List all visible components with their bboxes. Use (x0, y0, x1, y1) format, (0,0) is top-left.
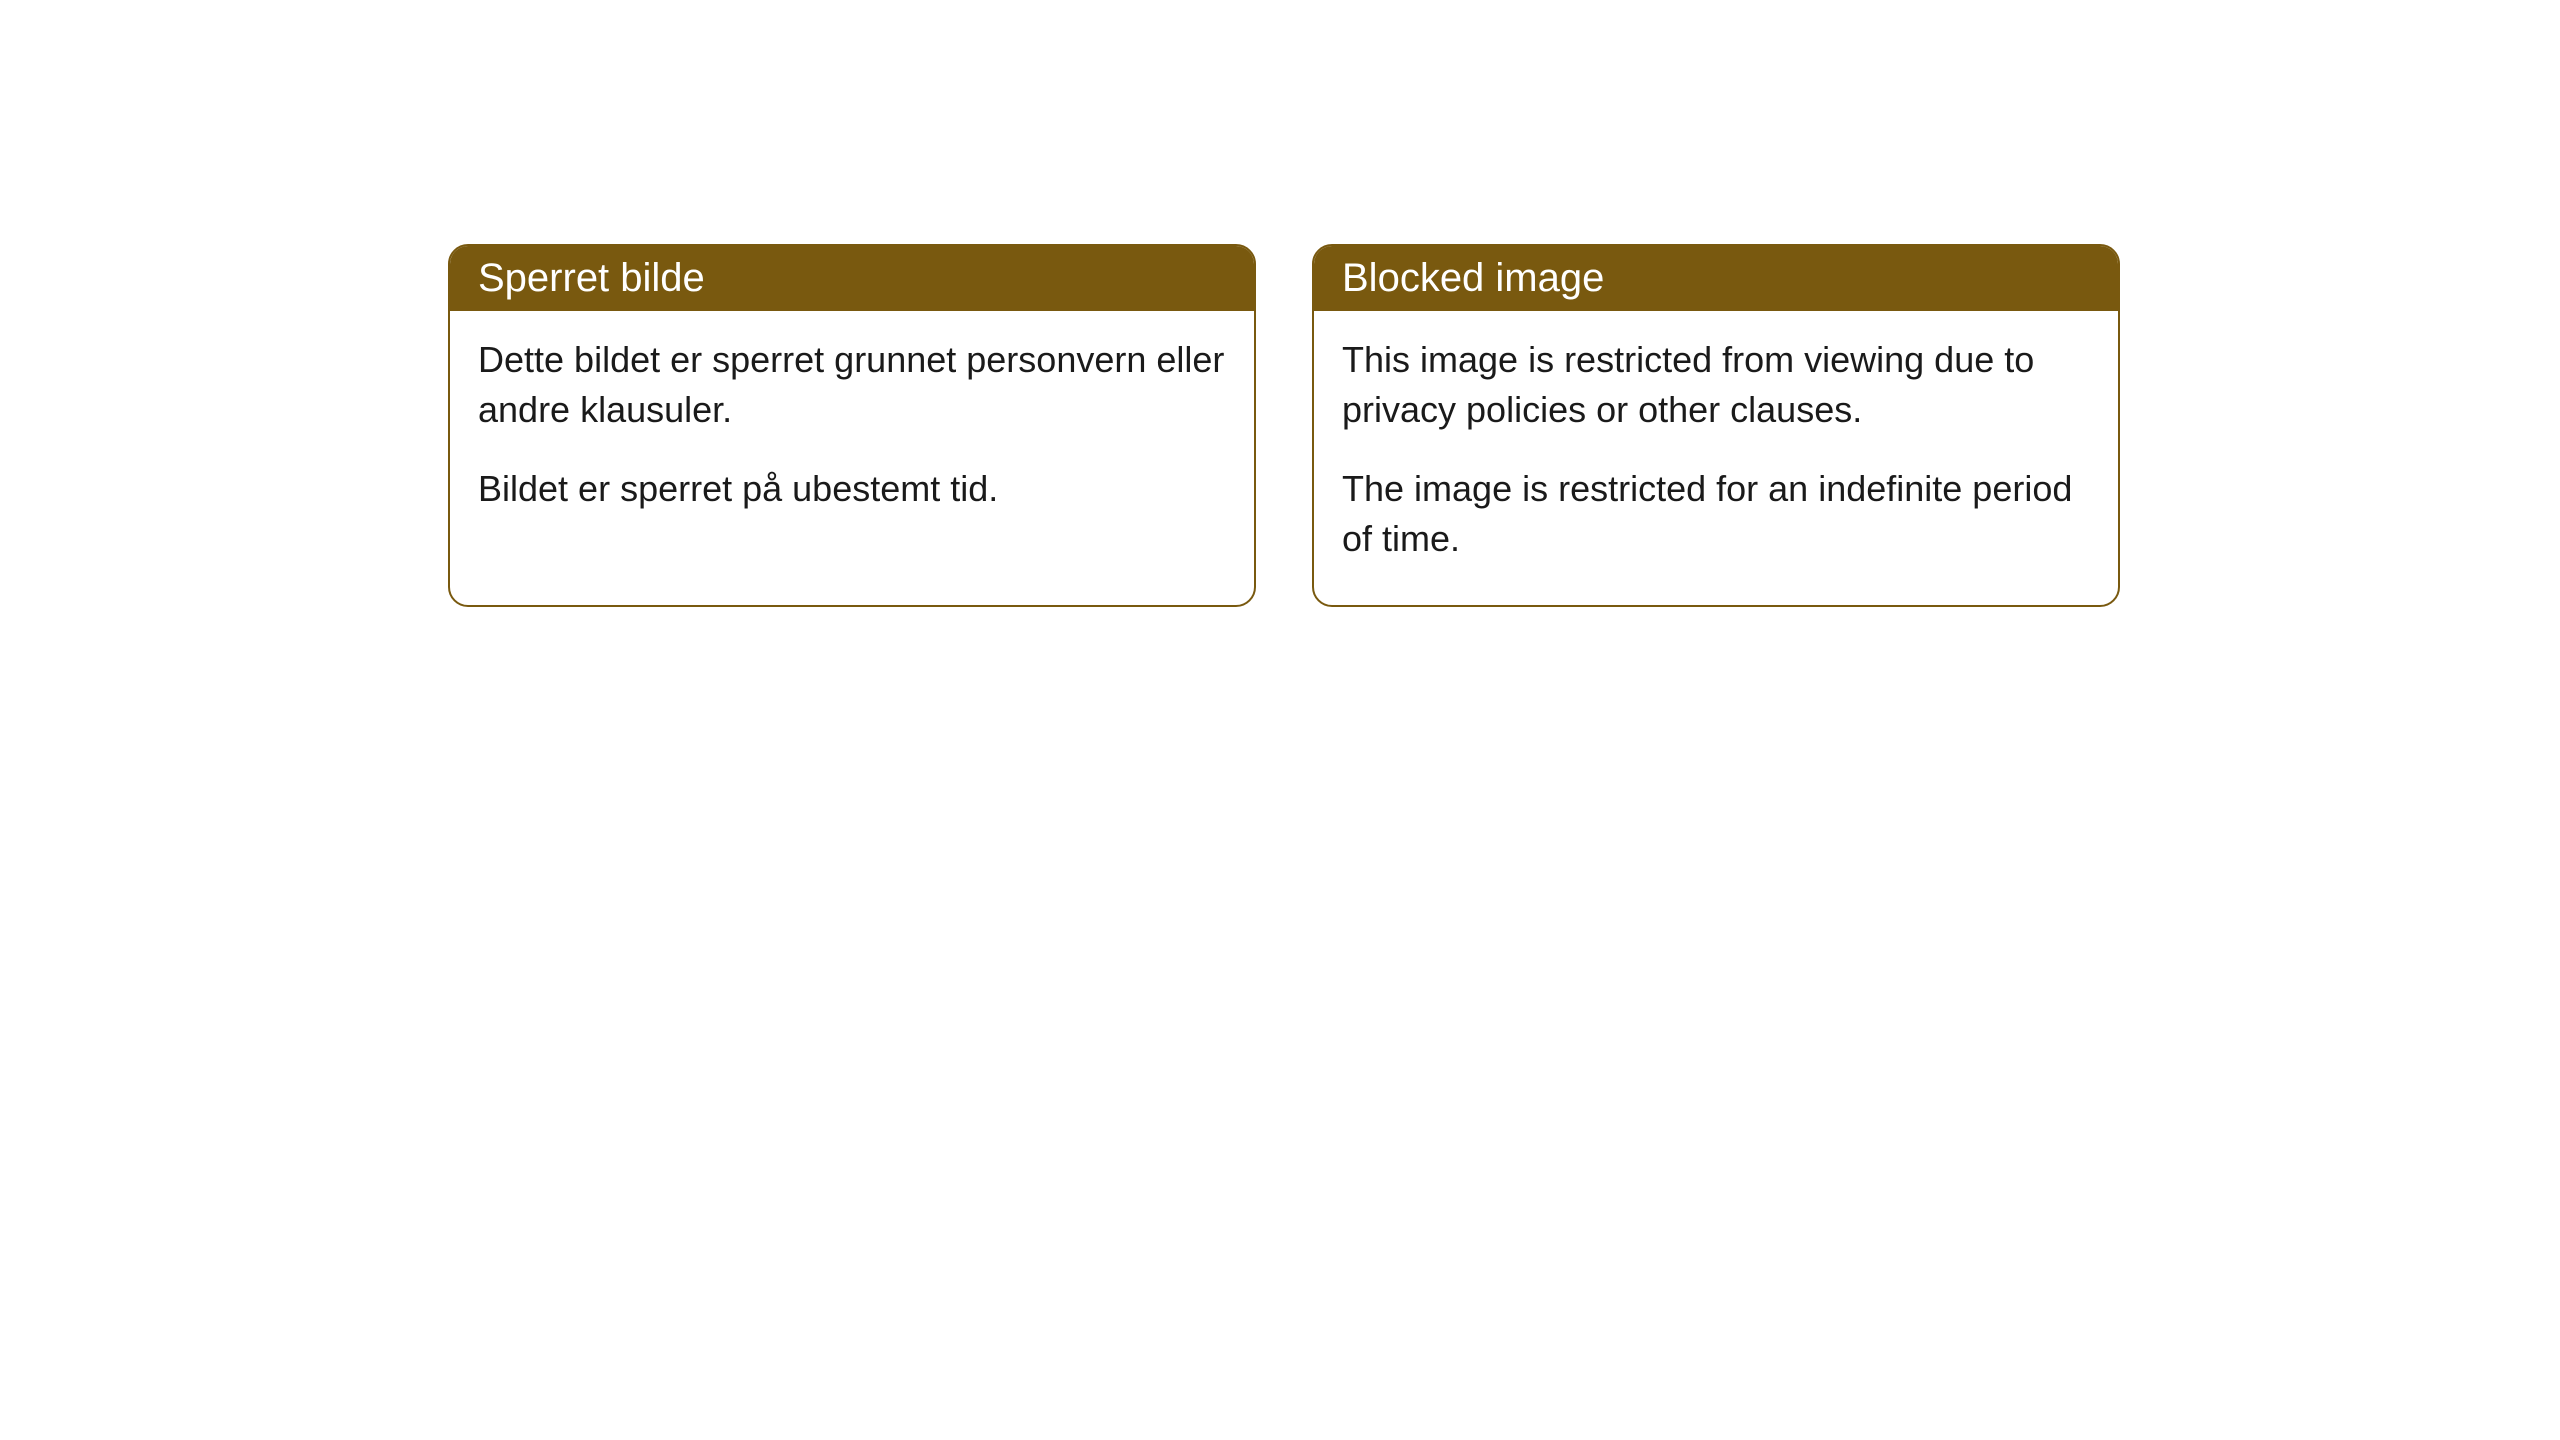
card-title-norwegian: Sperret bilde (478, 256, 705, 300)
card-header-norwegian: Sperret bilde (450, 246, 1254, 311)
card-text-norwegian-2: Bildet er sperret på ubestemt tid. (478, 464, 1226, 514)
card-norwegian: Sperret bilde Dette bildet er sperret gr… (448, 244, 1256, 607)
card-text-norwegian-1: Dette bildet er sperret grunnet personve… (478, 335, 1226, 436)
card-body-norwegian: Dette bildet er sperret grunnet personve… (450, 311, 1254, 554)
cards-container: Sperret bilde Dette bildet er sperret gr… (0, 0, 2560, 607)
card-text-english-2: The image is restricted for an indefinit… (1342, 464, 2090, 565)
card-header-english: Blocked image (1314, 246, 2118, 311)
card-english: Blocked image This image is restricted f… (1312, 244, 2120, 607)
card-text-english-1: This image is restricted from viewing du… (1342, 335, 2090, 436)
card-body-english: This image is restricted from viewing du… (1314, 311, 2118, 605)
card-title-english: Blocked image (1342, 256, 1604, 300)
